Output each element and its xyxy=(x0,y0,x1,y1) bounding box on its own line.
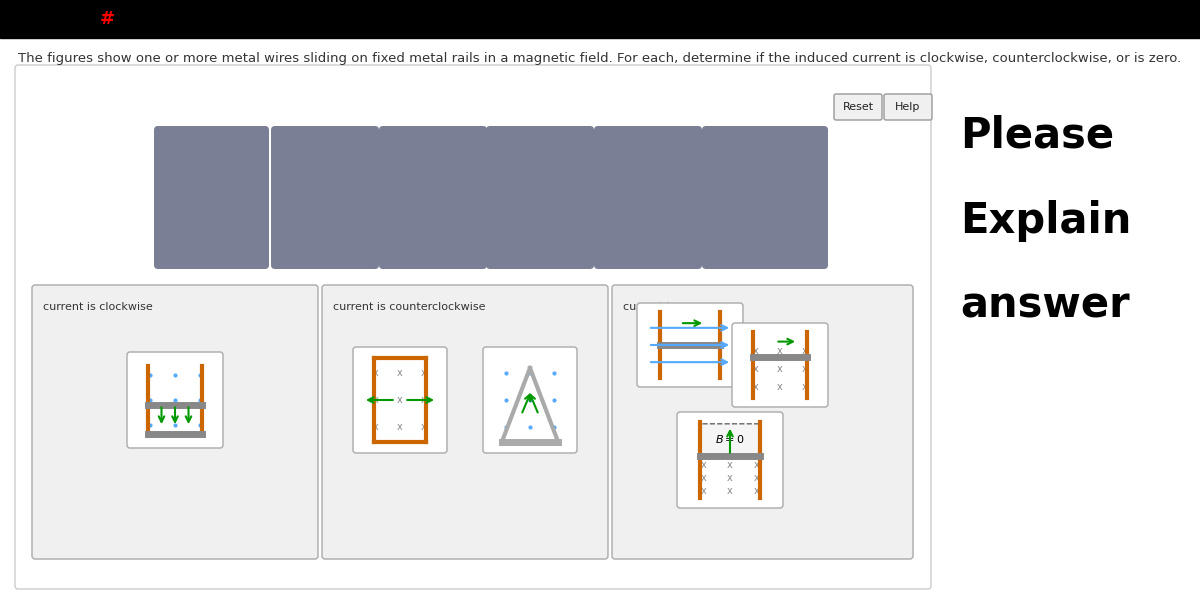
Text: x: x xyxy=(802,382,808,392)
FancyBboxPatch shape xyxy=(677,412,784,508)
Text: x: x xyxy=(752,346,758,356)
FancyBboxPatch shape xyxy=(612,285,913,559)
Text: x: x xyxy=(802,364,808,374)
Text: Explain: Explain xyxy=(960,200,1132,242)
FancyBboxPatch shape xyxy=(732,323,828,407)
FancyBboxPatch shape xyxy=(271,126,379,269)
Text: x: x xyxy=(397,368,403,378)
Text: x: x xyxy=(754,473,760,483)
FancyBboxPatch shape xyxy=(637,303,743,387)
Text: x: x xyxy=(701,473,707,483)
Text: answer: answer xyxy=(960,285,1129,327)
FancyBboxPatch shape xyxy=(486,126,594,269)
Text: Please: Please xyxy=(960,115,1114,157)
Text: current is zero: current is zero xyxy=(623,302,703,312)
Text: x: x xyxy=(754,460,760,469)
Text: x: x xyxy=(701,460,707,469)
Text: Help: Help xyxy=(895,102,920,112)
FancyBboxPatch shape xyxy=(482,347,577,453)
Text: x: x xyxy=(373,422,379,432)
Text: x: x xyxy=(727,473,733,483)
Text: x: x xyxy=(701,487,707,497)
Text: x: x xyxy=(754,487,760,497)
Text: x: x xyxy=(397,395,403,405)
FancyBboxPatch shape xyxy=(594,126,702,269)
Text: x: x xyxy=(421,422,427,432)
FancyBboxPatch shape xyxy=(127,352,223,448)
FancyBboxPatch shape xyxy=(701,424,760,455)
Text: x: x xyxy=(752,364,758,374)
Text: current is clockwise: current is clockwise xyxy=(43,302,152,312)
Text: Reset: Reset xyxy=(842,102,874,112)
Text: x: x xyxy=(727,487,733,497)
Text: x: x xyxy=(373,368,379,378)
FancyBboxPatch shape xyxy=(353,347,446,453)
FancyBboxPatch shape xyxy=(834,94,882,120)
Text: The figures show one or more metal wires sliding on fixed metal rails in a magne: The figures show one or more metal wires… xyxy=(18,52,1181,65)
Text: x: x xyxy=(778,346,782,356)
FancyBboxPatch shape xyxy=(702,126,828,269)
Text: x: x xyxy=(752,382,758,392)
Text: #: # xyxy=(100,10,115,28)
Text: x: x xyxy=(421,395,427,405)
Text: x: x xyxy=(778,382,782,392)
FancyBboxPatch shape xyxy=(322,285,608,559)
Text: $B=0$: $B=0$ xyxy=(715,433,745,445)
Text: x: x xyxy=(397,422,403,432)
Text: x: x xyxy=(373,395,379,405)
FancyBboxPatch shape xyxy=(884,94,932,120)
FancyBboxPatch shape xyxy=(154,126,269,269)
FancyBboxPatch shape xyxy=(32,285,318,559)
Bar xyxy=(0,0,1200,38)
Text: x: x xyxy=(778,364,782,374)
FancyBboxPatch shape xyxy=(379,126,487,269)
Text: x: x xyxy=(421,368,427,378)
Text: x: x xyxy=(727,460,733,469)
FancyBboxPatch shape xyxy=(14,65,931,589)
Text: current is counterclockwise: current is counterclockwise xyxy=(334,302,486,312)
Text: x: x xyxy=(802,346,808,356)
